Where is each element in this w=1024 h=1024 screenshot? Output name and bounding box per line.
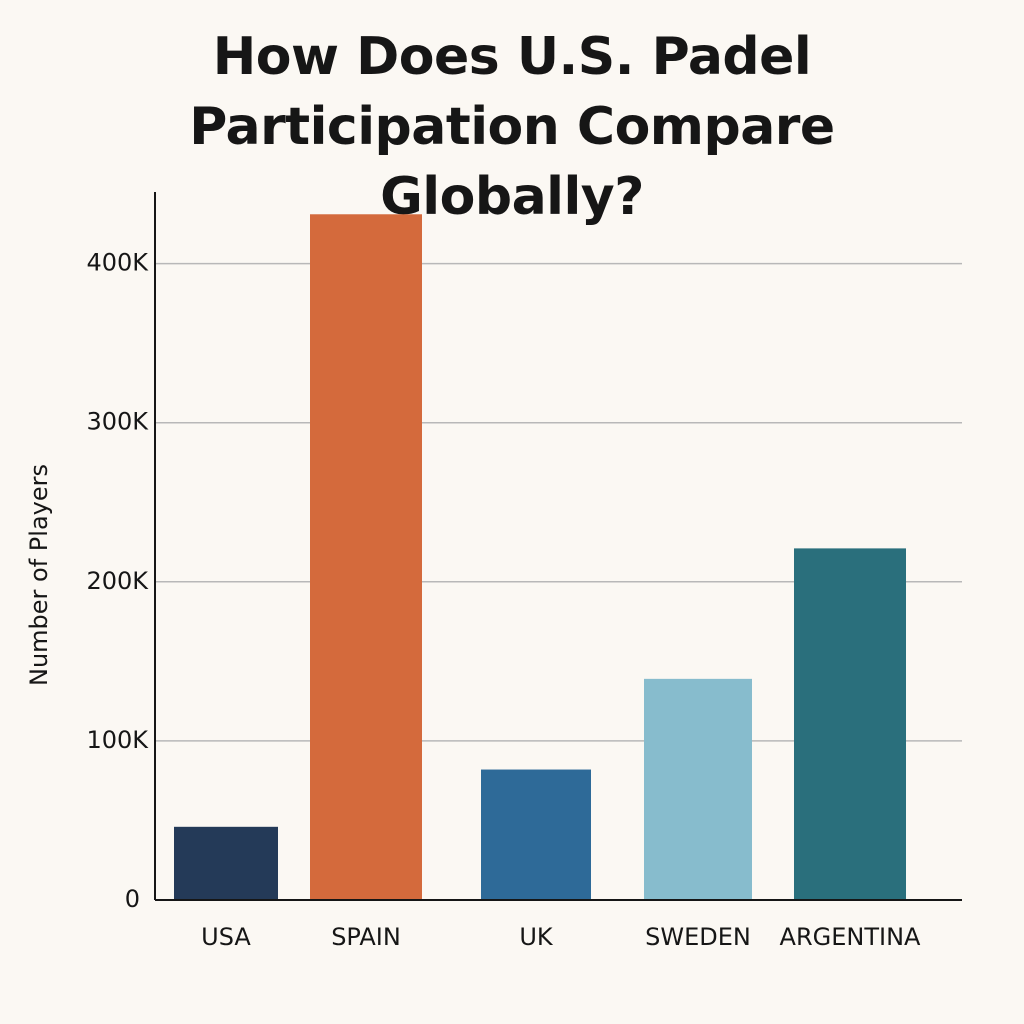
y-tick-label: 100K [86, 726, 149, 754]
x-tick-label: SWEDEN [645, 923, 751, 951]
y-tick-label: 400K [86, 249, 149, 277]
x-tick-label: SPAIN [331, 923, 401, 951]
x-tick-label: UK [519, 923, 554, 951]
x-tick-label: USA [201, 923, 251, 951]
chart-title: How Does U.S. Padel Participation Compar… [189, 27, 835, 227]
x-tick-label: ARGENTINA [780, 923, 922, 951]
y-tick-label: 200K [86, 567, 149, 595]
bar [481, 769, 591, 900]
bar [310, 214, 422, 900]
y-axis-label: Number of Players [25, 464, 53, 686]
bar [644, 678, 752, 900]
bar [174, 826, 278, 900]
bar [794, 548, 906, 900]
y-tick-label: 0 [125, 885, 140, 913]
y-tick-label: 300K [86, 408, 149, 436]
